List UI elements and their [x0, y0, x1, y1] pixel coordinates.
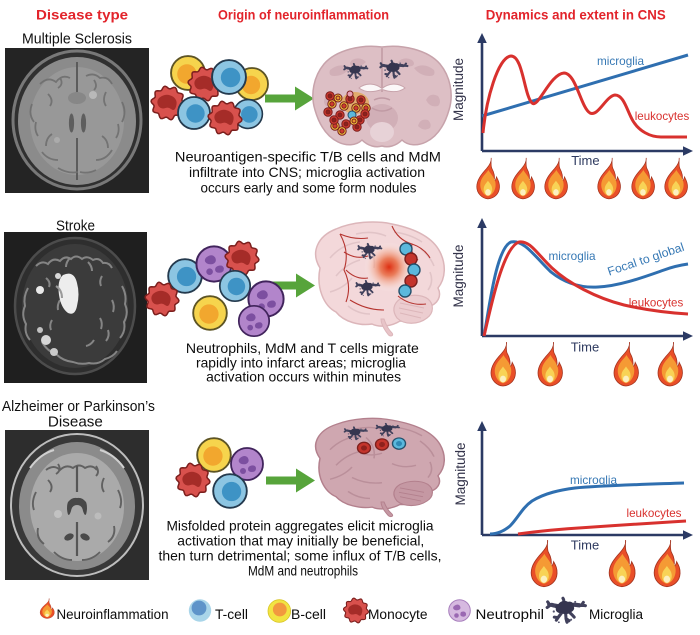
svg-text:Magnitude: Magnitude — [451, 245, 466, 308]
svg-text:rapidly into infarct areas; mi: rapidly into infarct areas; microglia — [196, 355, 406, 371]
svg-text:Disease: Disease — [48, 415, 103, 431]
svg-text:occurs early and some form nod: occurs early and some form nodules — [201, 179, 417, 195]
svg-text:Alzheimer or Parkinson’s: Alzheimer or Parkinson’s — [2, 399, 155, 415]
svg-text:microglia: microglia — [597, 54, 644, 68]
svg-text:activation occurs within minut: activation occurs within minutes — [206, 369, 401, 385]
svg-text:Multiple Sclerosis: Multiple Sclerosis — [22, 32, 132, 48]
svg-text:Microglia: Microglia — [589, 607, 643, 623]
svg-text:Disease type: Disease type — [36, 7, 128, 23]
svg-text:leukocytes: leukocytes — [635, 109, 690, 123]
svg-text:MdM and neutrophils: MdM and neutrophils — [248, 563, 358, 579]
svg-text:activation that may initially: activation that may initially be benefic… — [177, 533, 424, 549]
svg-text:Neutrophil: Neutrophil — [476, 607, 545, 623]
svg-text:Dynamics and extent in CNS: Dynamics and extent in CNS — [486, 7, 666, 23]
svg-text:Neuroantigen-specific T/B cell: Neuroantigen-specific T/B cells and MdM — [175, 149, 441, 165]
svg-text:infiltrate into CNS; microglia: infiltrate into CNS; microglia activatio… — [189, 164, 425, 180]
svg-text:Misfolded protein aggregates e: Misfolded protein aggregates elicit micr… — [167, 518, 434, 534]
svg-text:Time: Time — [571, 340, 599, 355]
svg-text:Magnitude: Magnitude — [451, 58, 466, 121]
svg-text:Stroke: Stroke — [56, 219, 95, 235]
svg-text:leukocytes: leukocytes — [627, 506, 682, 520]
svg-text:Origin of neuroinflammation: Origin of neuroinflammation — [218, 7, 389, 23]
svg-text:Neutrophils, MdM and T cells m: Neutrophils, MdM and T cells migrate — [186, 340, 419, 356]
svg-text:B-cell: B-cell — [291, 607, 326, 623]
svg-text:Time: Time — [571, 153, 599, 168]
svg-text:T-cell: T-cell — [215, 607, 248, 623]
svg-text:microglia: microglia — [549, 249, 596, 263]
svg-text:microglia: microglia — [570, 473, 617, 487]
svg-text:Monocyte: Monocyte — [368, 607, 428, 623]
svg-text:Magnitude: Magnitude — [453, 443, 468, 506]
svg-text:leukocytes: leukocytes — [629, 296, 684, 310]
svg-text:Neuroinflammation: Neuroinflammation — [57, 607, 169, 623]
svg-text:Time: Time — [571, 538, 599, 553]
svg-text:then turn detrimental; some in: then turn detrimental; some influx of T/… — [159, 548, 442, 564]
